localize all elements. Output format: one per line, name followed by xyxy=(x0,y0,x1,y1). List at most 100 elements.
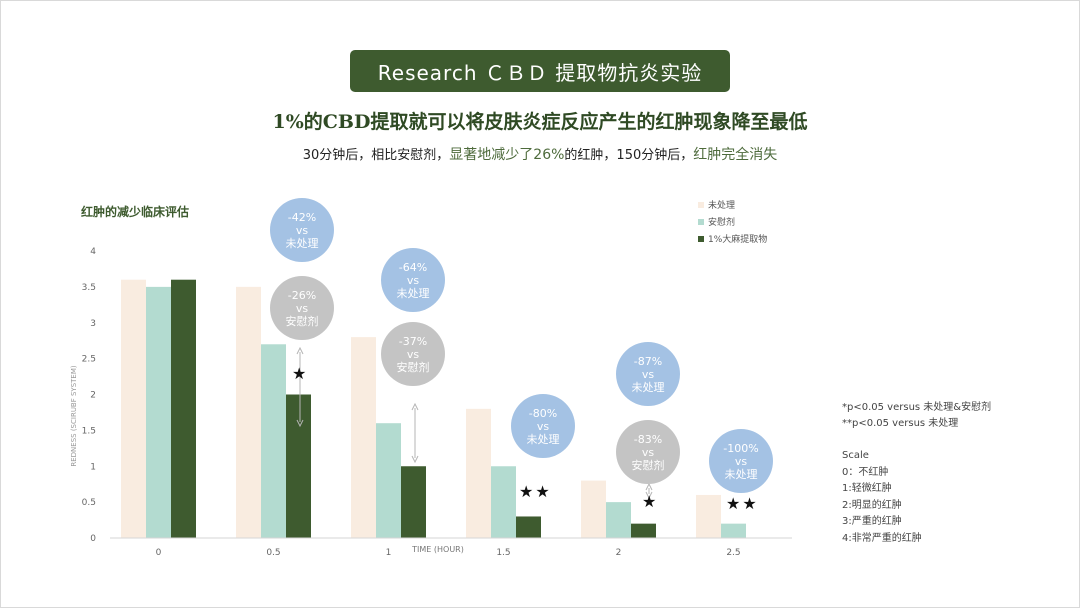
scale-title: Scale xyxy=(842,450,869,461)
bubble-vs-untreated: -100% vs 未处理 xyxy=(709,429,773,493)
bubble-pct: -100% xyxy=(723,441,759,455)
bar-cbd xyxy=(286,394,311,538)
bar-placebo xyxy=(376,423,401,538)
bubble-pct: -37% xyxy=(398,334,428,348)
bubble-ref: 安慰剂 xyxy=(285,314,319,328)
scale-item: 2:明显的红肿 xyxy=(842,499,902,511)
x-tick-label: 1.5 xyxy=(496,548,510,558)
legend-item-cbd: 1%大麻提取物 xyxy=(698,230,767,247)
significance-star: ★★ xyxy=(726,494,759,513)
significance-star: ★★ xyxy=(519,482,552,501)
footnotes: *p<0.05 versus 未处理&安慰剂 **p<0.05 versus 未… xyxy=(842,400,991,432)
x-tick-label: 0 xyxy=(156,548,162,558)
bubble-vs: vs xyxy=(641,367,655,381)
legend-item-placebo: 安慰剂 xyxy=(698,213,767,230)
scale-legend: Scale 0：不红肿 1:轻微红肿 2:明显的红肿 3:严重的红肿 4:非常严… xyxy=(842,448,922,547)
bar-placebo xyxy=(261,344,286,538)
headline: 1%的CBD提取就可以将皮肤炎症反应产生的红肿现象降至最低 xyxy=(272,111,808,133)
bubble-pct: -87% xyxy=(633,354,663,368)
bar-cbd xyxy=(171,279,196,538)
legend-swatch xyxy=(698,201,704,208)
y-tick-label: 2.5 xyxy=(82,355,96,365)
chart-title: 红肿的减少临床评估 xyxy=(81,205,190,219)
x-axis-ticks: 0 0.5 1 1.5 2 2.5 xyxy=(156,548,741,558)
bar-cbd xyxy=(401,466,426,538)
y-tick-label: 0 xyxy=(90,534,96,544)
bar-group xyxy=(121,279,746,538)
bar-untreated xyxy=(581,480,606,538)
bubble-vs-untreated: -80% vs 未处理 xyxy=(511,394,575,458)
bubble-vs-untreated: -42% vs 未处理 xyxy=(270,198,334,262)
bubble-vs: vs xyxy=(406,273,420,287)
y-tick-label: 3.5 xyxy=(82,283,96,293)
page-title: Research ＣＢＤ 提取物抗炎实验 xyxy=(377,60,703,85)
bubble-pct: -26% xyxy=(287,288,317,302)
bar-placebo xyxy=(146,286,171,538)
y-tick-label: 4 xyxy=(90,247,96,257)
bubble-vs-placebo: -37% vs 安慰剂 xyxy=(381,322,445,386)
subline-part1: 30分钟后，相比安慰剂， xyxy=(302,148,450,163)
comparison-arrow xyxy=(645,482,653,500)
scale-item: 3:严重的红肿 xyxy=(842,516,902,527)
scale-item: 4:非常严重的红肿 xyxy=(842,532,922,544)
bar-placebo xyxy=(606,502,631,538)
comparison-arrow xyxy=(411,402,419,464)
y-axis-ticks: 0 0.5 1 1.5 2 2.5 3 3.5 4 xyxy=(82,247,97,544)
bubble-ref: 未处理 xyxy=(396,286,430,300)
bar-placebo xyxy=(491,466,516,538)
bar-untreated xyxy=(696,494,721,538)
bubble-ref: 安慰剂 xyxy=(631,458,665,472)
bar-cbd xyxy=(516,516,541,538)
bubble-ref: 未处理 xyxy=(526,432,560,446)
bubble-vs-untreated: -87% vs 未处理 xyxy=(616,342,680,406)
bubble-vs: vs xyxy=(406,347,420,361)
x-axis-label: TIME (HOUR) xyxy=(411,545,464,554)
scale-item: 0：不红肿 xyxy=(842,466,889,478)
bubble-vs: vs xyxy=(734,454,748,468)
subline-part3: 的红肿，150分钟后， xyxy=(564,148,694,163)
legend-item-untreated: 未处理 xyxy=(698,196,767,213)
x-tick-label: 0.5 xyxy=(266,548,280,558)
y-tick-label: 3 xyxy=(90,319,96,329)
bar-placebo xyxy=(721,523,746,538)
bar-untreated xyxy=(351,337,376,538)
bubble-vs: vs xyxy=(536,419,550,433)
title-banner: Research ＣＢＤ 提取物抗炎实验 xyxy=(350,50,730,92)
x-tick-label: 1 xyxy=(386,548,392,558)
bubble-vs-placebo: -83% vs 安慰剂 xyxy=(616,420,680,484)
y-tick-label: 0.5 xyxy=(82,498,96,508)
legend-swatch xyxy=(698,218,704,225)
footnote-1: *p<0.05 versus 未处理&安慰剂 xyxy=(842,402,992,413)
significance-star: ★ xyxy=(292,364,309,383)
legend-label: 未处理 xyxy=(708,201,736,211)
x-tick-label: 2 xyxy=(616,548,622,558)
bubble-ref: 安慰剂 xyxy=(396,360,430,374)
bubble-vs: vs xyxy=(295,223,309,237)
y-tick-label: 1.5 xyxy=(82,426,96,436)
y-tick-label: 1 xyxy=(90,462,96,472)
bubble-pct: -83% xyxy=(633,432,663,446)
legend: 未处理 安慰剂 1%大麻提取物 xyxy=(698,196,767,247)
bubble-ref: 未处理 xyxy=(285,236,319,250)
legend-swatch xyxy=(698,235,704,242)
legend-label: 1%大麻提取物 xyxy=(708,235,768,245)
bubble-vs-placebo: -26% vs 安慰剂 xyxy=(270,276,334,340)
bubble-pct: -64% xyxy=(398,260,428,274)
subline-part4: 红肿完全消失 xyxy=(693,147,778,163)
subline: 30分钟后，相比安慰剂，显著地减少了26%的红肿，150分钟后，红肿完全消失 xyxy=(0,144,1080,164)
bubble-ref: 未处理 xyxy=(724,467,758,481)
bubble-pct: -42% xyxy=(287,210,317,224)
bubble-pct: -80% xyxy=(528,406,558,420)
y-tick-label: 2 xyxy=(90,391,96,401)
subline-part2: 显著地减少了26% xyxy=(449,147,565,163)
bubble-vs-untreated: -64% vs 未处理 xyxy=(381,248,445,312)
x-tick-label: 2.5 xyxy=(726,548,740,558)
bar-untreated xyxy=(466,408,491,538)
footnote-2: **p<0.05 versus 未处理 xyxy=(842,418,959,429)
comparison-arrow xyxy=(296,346,304,428)
bar-cbd xyxy=(631,523,656,538)
significance-star: ★ xyxy=(642,492,659,511)
bubble-vs: vs xyxy=(641,445,655,459)
bar-untreated xyxy=(236,286,261,538)
